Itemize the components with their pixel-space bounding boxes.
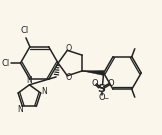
Polygon shape <box>82 70 104 75</box>
Text: O: O <box>66 73 72 82</box>
Text: Cl: Cl <box>1 59 10 68</box>
Text: O: O <box>98 93 105 102</box>
Text: N: N <box>17 105 23 114</box>
Text: O: O <box>66 44 72 53</box>
Text: O: O <box>107 79 114 88</box>
Text: N: N <box>42 87 47 96</box>
Text: N: N <box>27 76 32 85</box>
Text: −: − <box>103 95 108 100</box>
Text: S: S <box>98 84 106 94</box>
Text: O: O <box>91 79 98 88</box>
Text: Cl: Cl <box>21 26 29 35</box>
